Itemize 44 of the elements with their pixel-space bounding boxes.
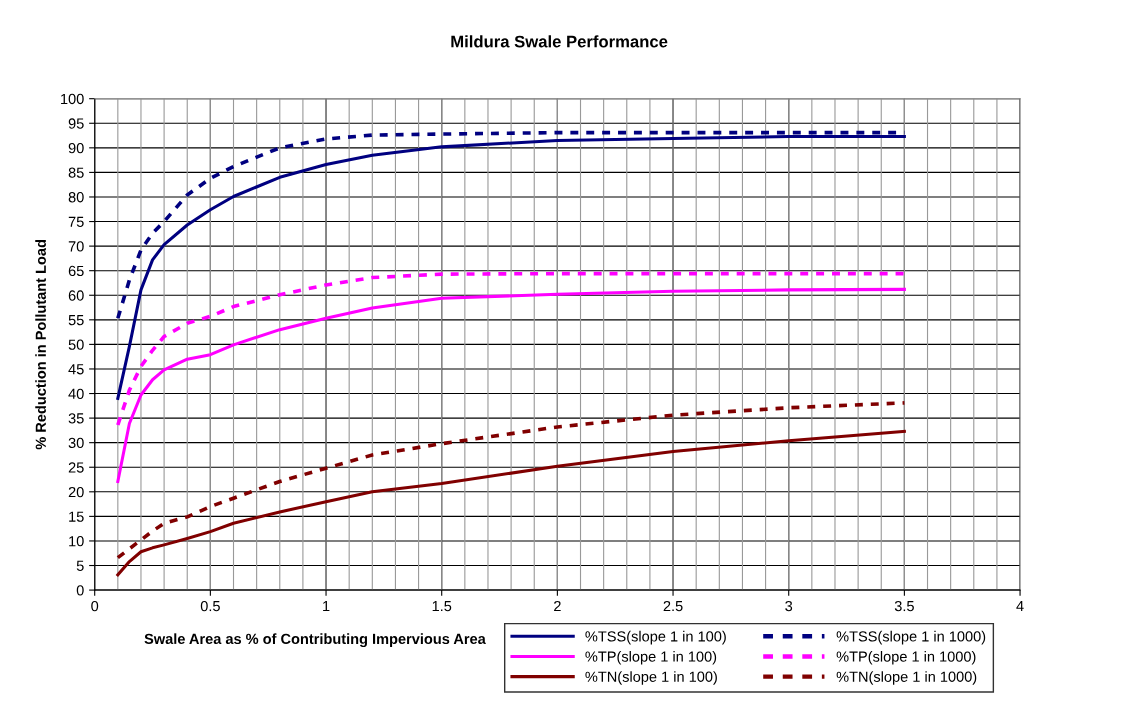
y-tick-label: 0 bbox=[76, 585, 84, 596]
legend-label: %TN(slope 1 in 100) bbox=[585, 671, 717, 685]
x-tick-label: 2 bbox=[554, 600, 561, 612]
x-tick-label: 2.5 bbox=[663, 600, 683, 612]
legend-label: %TSS(slope 1 in 1000) bbox=[836, 630, 986, 645]
y-tick-label: 15 bbox=[69, 511, 84, 522]
y-tick-label: 20 bbox=[68, 486, 84, 498]
y-tick-label: 50 bbox=[68, 339, 84, 350]
y-tick-label: 90 bbox=[68, 142, 84, 154]
chart-title: Mildura Swale Performance bbox=[451, 35, 668, 48]
y-tick-label: 25 bbox=[68, 462, 84, 473]
y-tick-label: 60 bbox=[68, 290, 84, 301]
y-tick-label: 45 bbox=[68, 364, 84, 375]
y-tick-label: 35 bbox=[68, 413, 84, 424]
x-axis-title: Swale Area as % of Contributing Impervious Area bbox=[144, 633, 486, 647]
y-tick-label: 30 bbox=[68, 437, 84, 449]
x-tick-label: 0.5 bbox=[200, 600, 220, 612]
y-tick-label: 75 bbox=[68, 216, 84, 227]
y-tick-label: 100 bbox=[61, 93, 84, 105]
line-series bbox=[116, 271, 907, 427]
line-series bbox=[116, 429, 906, 577]
y-tick-label: 70 bbox=[68, 241, 84, 252]
line-series bbox=[116, 401, 907, 560]
line-series bbox=[116, 287, 906, 484]
x-tick-label: 4 bbox=[1016, 601, 1024, 612]
y-tick-label: 40 bbox=[68, 388, 84, 399]
legend-label: %TN(slope 1 in 1000) bbox=[836, 671, 977, 685]
y-axis-title: % Reduction in Pollutant Load bbox=[35, 240, 46, 450]
legend-label: %TP(slope 1 in 100) bbox=[585, 651, 717, 665]
x-tick-label: 1.5 bbox=[432, 601, 452, 612]
y-tick-label: 80 bbox=[68, 192, 84, 203]
y-tick-label: 65 bbox=[68, 265, 84, 277]
line-series bbox=[116, 135, 906, 400]
x-tick-label: 3 bbox=[785, 600, 793, 612]
legend-label: %TSS(slope 1 in 100) bbox=[585, 630, 726, 645]
y-tick-label: 85 bbox=[68, 167, 84, 178]
y-tick-label: 95 bbox=[68, 118, 84, 129]
y-tick-label: 55 bbox=[68, 315, 84, 326]
x-tick-label: 3.5 bbox=[894, 600, 914, 612]
legend-label: %TP(slope 1 in 1000) bbox=[836, 651, 976, 665]
x-tick-label: 1 bbox=[323, 601, 330, 612]
y-tick-label: 5 bbox=[76, 560, 84, 571]
y-tick-label: 10 bbox=[69, 536, 84, 547]
x-tick-label: 0 bbox=[91, 600, 99, 612]
